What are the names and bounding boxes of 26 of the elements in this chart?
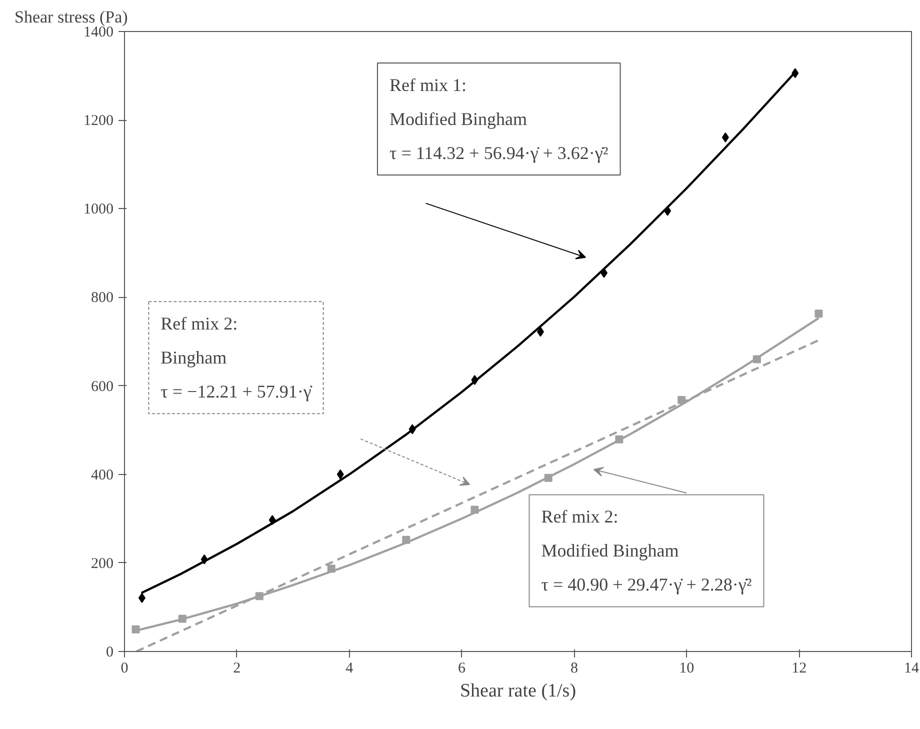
x-tick-label: 10 xyxy=(679,660,694,676)
annotation: Ref mix 1: Modified Bingham τ = 114.32 + 56.94·γ̇ + 3.62·γ̇² xyxy=(389,74,608,163)
point xyxy=(536,326,544,337)
x-tick-label: 14 xyxy=(904,660,920,676)
y-tick-label: 600 xyxy=(91,378,114,395)
x-tick-label: 8 xyxy=(570,660,578,676)
annotation: Ref mix 2: Bingham τ = −12.21 + 57.91·γ̇ xyxy=(160,314,312,402)
x-tick-label: 6 xyxy=(458,660,466,676)
x-tick-label: 4 xyxy=(346,660,354,676)
y-tick-label: 0 xyxy=(106,644,114,660)
annotation: Ref mix 2: Modified Bingham τ = 40.90 + 29.47·γ̇ + 2.28·γ̇² xyxy=(541,506,752,595)
point xyxy=(814,310,823,318)
x-tick-label: 2 xyxy=(233,660,241,676)
point xyxy=(336,469,344,480)
y-tick-label: 800 xyxy=(91,290,114,306)
y-tick-label: 200 xyxy=(91,556,114,572)
x-tick-label: 12 xyxy=(792,660,807,676)
y-tick-label: 1000 xyxy=(84,202,114,218)
point xyxy=(722,132,729,142)
x-axis-title: Shear rate (1/s) xyxy=(460,680,576,702)
y-tick-label: 1200 xyxy=(84,113,114,130)
y-tick-label: 400 xyxy=(91,467,114,484)
x-tick-label: 0 xyxy=(120,660,128,676)
point xyxy=(138,592,146,603)
y-axis-title: Shear stress (Pa) xyxy=(14,8,128,26)
y-tick-label: 1400 xyxy=(84,24,114,40)
